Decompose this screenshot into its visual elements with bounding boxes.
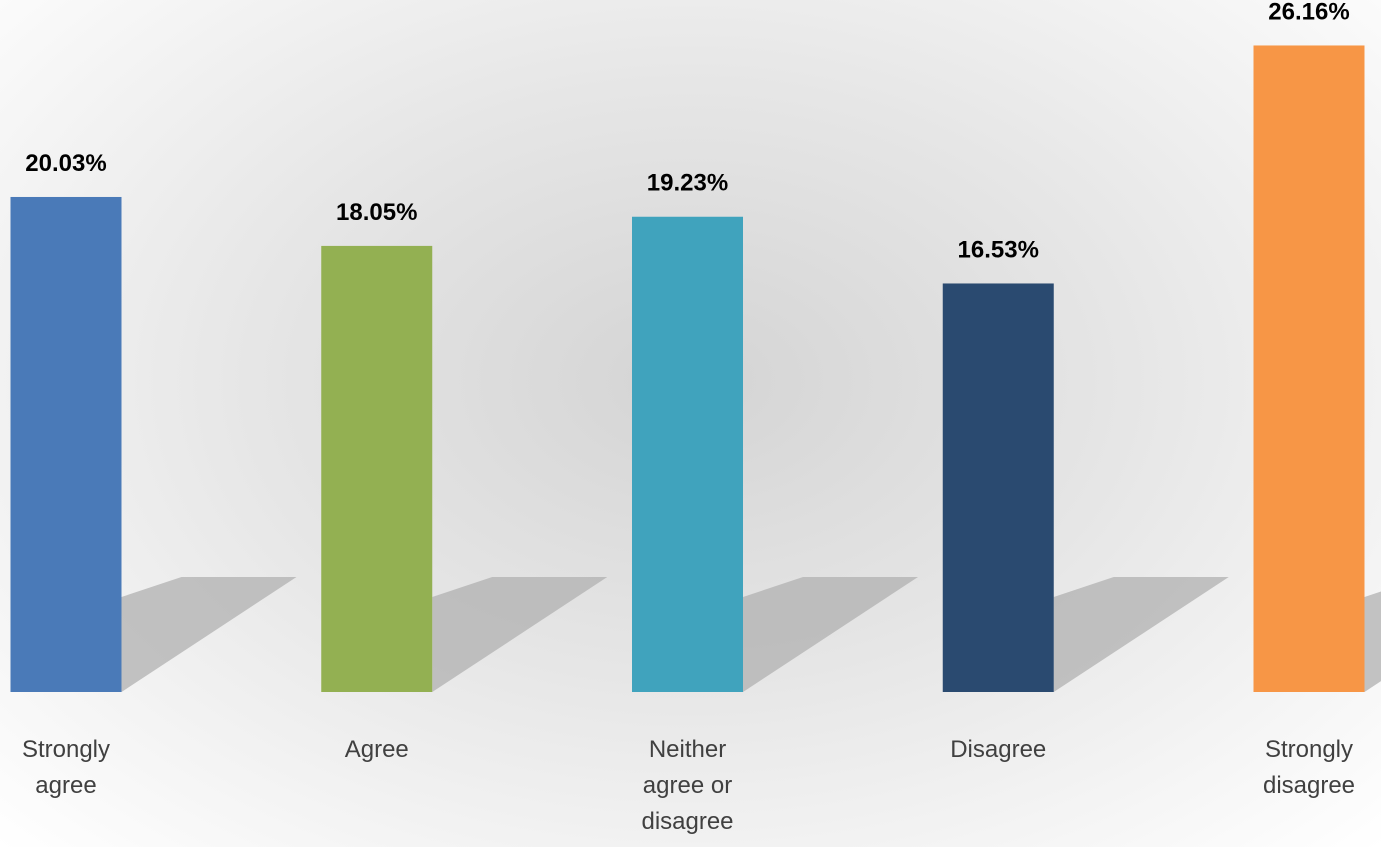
x-tick-label: Neither agree or disagree	[641, 736, 734, 835]
data-label: 18.05%	[336, 199, 417, 226]
data-label: 16.53%	[958, 236, 1039, 263]
x-tick-label: Disagree	[950, 736, 1047, 763]
x-tick-label: Strongly agree	[21, 736, 111, 799]
data-label: 19.23%	[647, 170, 728, 197]
data-label: 20.03%	[25, 150, 106, 177]
bar-shadow	[1364, 591, 1381, 692]
bar	[1253, 45, 1365, 692]
bar-shadow	[743, 577, 918, 692]
data-label: 26.16%	[1268, 0, 1349, 25]
x-tick-label: Strongly disagree	[1262, 736, 1356, 799]
bar	[632, 216, 743, 692]
bar	[942, 283, 1054, 692]
bar	[321, 245, 433, 692]
x-tick-label: Agree	[344, 736, 409, 763]
bar	[10, 196, 122, 693]
bar-shadow	[1053, 577, 1229, 692]
bar-shadow	[121, 577, 297, 692]
bar-shadow	[432, 577, 608, 692]
